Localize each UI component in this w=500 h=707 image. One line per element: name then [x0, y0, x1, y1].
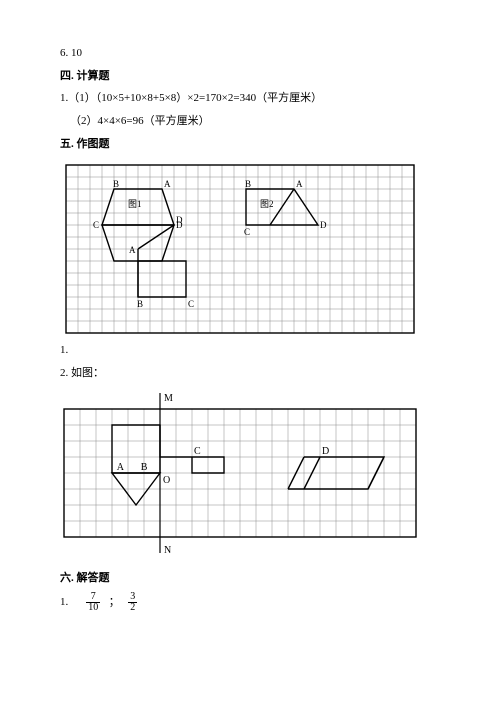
section6-separator: ；	[106, 593, 122, 612]
fraction-7-10: 7 10	[86, 592, 100, 614]
section5-q2-label: 2. 如图：	[60, 364, 440, 383]
figure2-container: M N A B C O D	[60, 389, 440, 559]
section6-q1: 1. 7 10 ； 3 2	[60, 592, 440, 614]
figure1-svg: BACD图1ABCDBACD图2	[60, 159, 420, 339]
section6-q1-label: 1.	[60, 593, 68, 612]
svg-text:C: C	[188, 299, 194, 309]
svg-text:D: D	[176, 215, 183, 225]
fraction-3-2-den: 2	[128, 603, 137, 614]
section6-heading: 六. 解答题	[60, 569, 440, 588]
svg-text:D: D	[322, 446, 329, 457]
section4-q1-part1: 1.（1）（10×5+10×8+5×8）×2=170×2=340（平方厘米）	[60, 89, 440, 108]
svg-text:B: B	[113, 179, 119, 189]
svg-text:C: C	[244, 227, 250, 237]
fraction-3-2: 3 2	[128, 592, 137, 614]
svg-text:图1: 图1	[128, 199, 142, 209]
svg-text:B: B	[137, 299, 143, 309]
svg-text:A: A	[296, 179, 303, 189]
fraction-7-10-den: 10	[86, 603, 100, 614]
figure2-svg: M N A B C O D	[60, 389, 420, 559]
answer-6-10: 6. 10	[60, 44, 440, 63]
svg-text:B: B	[245, 179, 251, 189]
svg-text:M: M	[164, 393, 173, 404]
svg-text:B: B	[141, 462, 148, 473]
section4-q1-part2: （2）4×4×6=96（平方厘米）	[60, 112, 440, 131]
section5-q1-label: 1.	[60, 341, 440, 360]
svg-text:图2: 图2	[260, 199, 274, 209]
svg-text:N: N	[164, 545, 171, 556]
section5-heading: 五. 作图题	[60, 135, 440, 154]
svg-text:A: A	[129, 245, 136, 255]
figure1-container: BACD图1ABCDBACD图2	[60, 159, 440, 339]
svg-text:C: C	[194, 446, 201, 457]
svg-text:C: C	[93, 220, 99, 230]
svg-text:O: O	[163, 475, 170, 486]
section4-heading: 四. 计算题	[60, 67, 440, 86]
page: 6. 10 四. 计算题 1.（1）（10×5+10×8+5×8）×2=170×…	[0, 0, 500, 707]
svg-text:A: A	[117, 462, 125, 473]
svg-text:D: D	[320, 220, 327, 230]
svg-text:A: A	[164, 179, 171, 189]
